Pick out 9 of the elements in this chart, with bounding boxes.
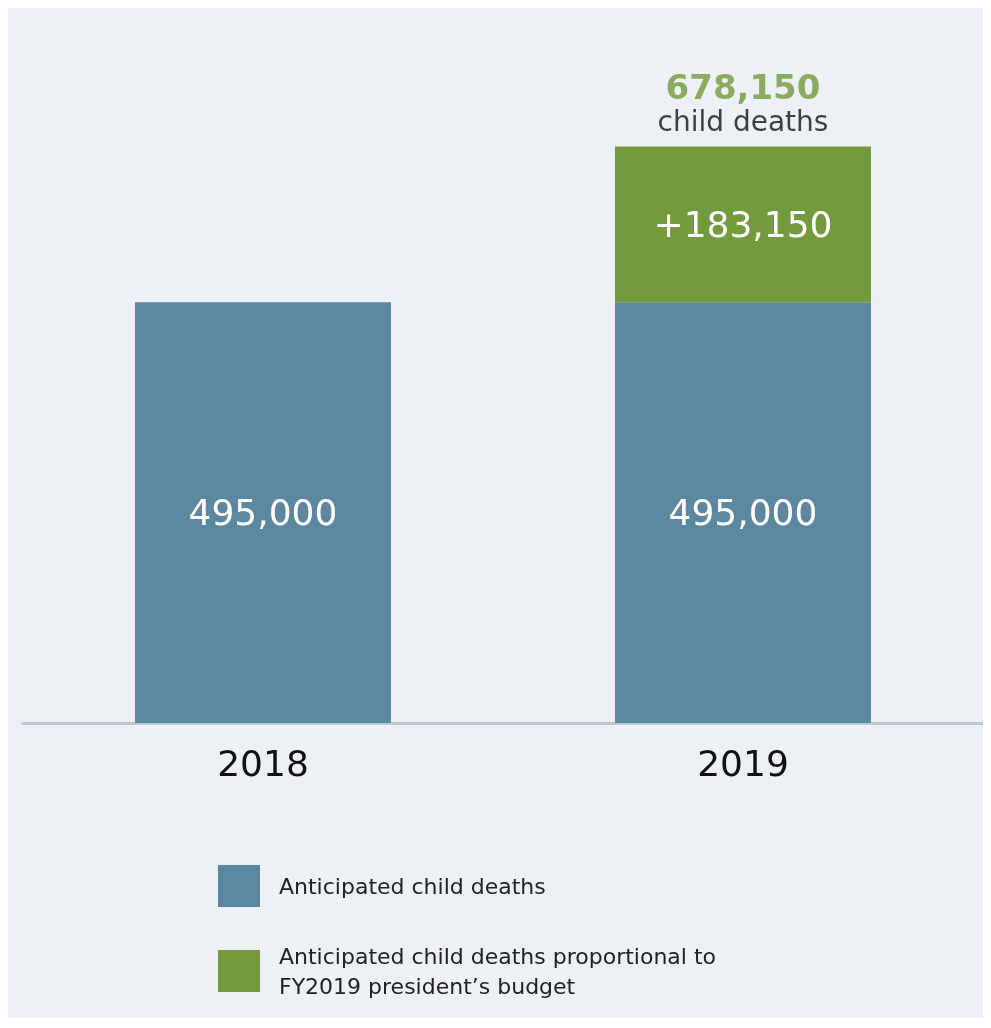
x-tick-label: 2018 — [217, 742, 309, 784]
legend-label: Anticipated child deaths — [279, 873, 546, 899]
total-label: 678,150 — [665, 66, 821, 107]
legend-label: Anticipated child deaths proportional to FY2019 president’s budget — [279, 943, 723, 999]
data-label: 495,000 — [188, 492, 338, 534]
x-tick-label: 2019 — [697, 742, 789, 784]
data-label: +183,150 — [653, 203, 833, 245]
annotation: child deaths — [657, 105, 829, 139]
data-label: 495,000 — [668, 492, 818, 534]
